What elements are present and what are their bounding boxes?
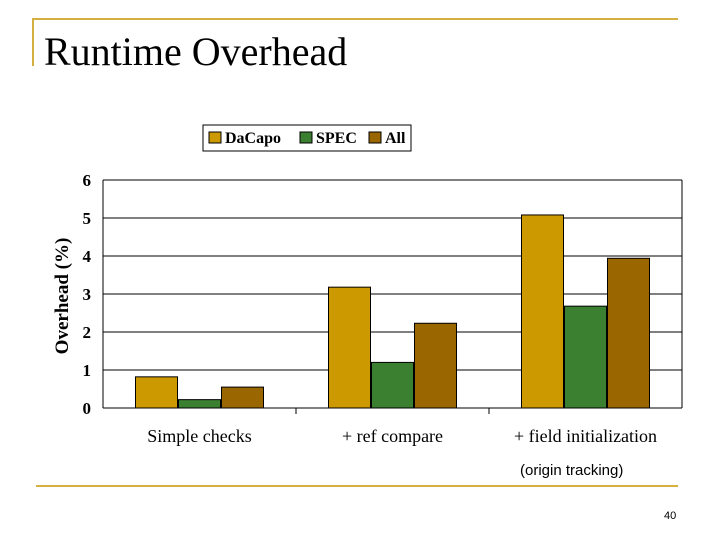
legend-swatch-dacapo [208, 131, 222, 144]
bar-spec [178, 399, 221, 409]
bar-dacapo [135, 376, 178, 409]
y-tick-label: 1 [83, 361, 92, 380]
legend-label: SPEC [316, 130, 357, 147]
x-category-label: + ref compare [342, 426, 443, 446]
bar-all [607, 257, 650, 409]
slide-title: Runtime Overhead [44, 29, 348, 74]
origin-tracking-note: (origin tracking) [520, 462, 624, 479]
legend-swatch-spec [299, 131, 313, 144]
y-tick-label: 4 [83, 247, 92, 266]
legend-label: All [385, 130, 406, 147]
y-tick-label: 6 [83, 171, 92, 190]
footer-accent-line [36, 485, 678, 487]
bar-all [221, 386, 264, 409]
y-tick-label: 2 [83, 323, 92, 342]
page-number: 40 [664, 510, 677, 522]
legend-swatch-all [368, 131, 382, 144]
title-top-accent-line [32, 18, 678, 20]
y-axis-label: Overhead (%) [52, 238, 73, 355]
bar-spec [564, 305, 607, 409]
y-tick-label: 3 [83, 285, 92, 304]
bar-dacapo [521, 214, 564, 409]
y-tick-label: 0 [83, 399, 92, 418]
bar-dacapo [328, 286, 371, 409]
title-left-accent-line [32, 18, 34, 66]
legend-label: DaCapo [225, 130, 281, 147]
bar-all [414, 322, 457, 409]
y-tick-label: 5 [83, 209, 92, 228]
x-category-label: + field initialization [514, 426, 657, 446]
bar-spec [371, 361, 414, 409]
x-category-label: Simple checks [147, 426, 251, 446]
